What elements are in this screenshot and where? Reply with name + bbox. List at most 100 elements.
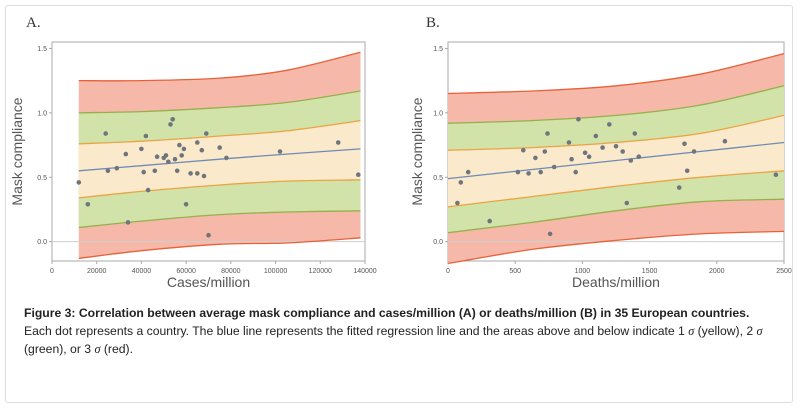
x-tick-label: 100000 — [264, 268, 287, 275]
x-tick-label: 20000 — [87, 268, 107, 275]
x-tick-label: 40000 — [132, 268, 152, 275]
data-point — [174, 168, 180, 174]
data-point — [103, 131, 108, 136]
x-tick-label: 0 — [50, 268, 54, 275]
data-point — [676, 185, 682, 190]
lower-1sigma-line — [447, 170, 785, 208]
lower-3sigma-line — [78, 237, 361, 260]
x-tick-label: 0 — [446, 268, 450, 275]
x-tick-label: 140000 — [353, 268, 376, 275]
x-axis-label: Cases/million — [167, 274, 250, 288]
data-point — [168, 122, 173, 127]
data-point — [76, 180, 82, 185]
caption-3sigma: (red). — [103, 342, 133, 356]
x-tick-label: 1000 — [575, 268, 591, 275]
data-point — [145, 187, 151, 193]
upper-3sigma-line — [78, 51, 361, 82]
data-point — [114, 165, 120, 171]
data-point — [636, 154, 642, 159]
data-point — [195, 140, 200, 145]
data-point — [152, 168, 158, 174]
data-point — [141, 169, 146, 175]
upper-2sigma-line — [78, 90, 361, 114]
upper-1sigma-line — [447, 114, 785, 151]
data-point — [335, 140, 341, 145]
y-tick-label: 0.0 — [37, 239, 47, 246]
data-point — [624, 200, 630, 206]
data-point — [521, 147, 526, 153]
y-tick-label: 0.5 — [433, 175, 443, 182]
data-point — [154, 154, 160, 159]
data-point — [538, 169, 543, 175]
data-point — [217, 145, 222, 150]
data-point — [277, 149, 283, 154]
data-point — [545, 131, 550, 136]
sigma-symbol: σ — [94, 342, 101, 356]
data-point — [199, 147, 205, 153]
x-tick-label: 2000 — [709, 268, 725, 275]
caption-2sigma: (green), or 3 — [24, 342, 92, 356]
data-point — [179, 153, 184, 158]
data-point — [722, 138, 728, 144]
regression-line — [447, 141, 785, 180]
data-point — [163, 153, 169, 158]
y-tick-label: 1.0 — [37, 110, 47, 117]
upper-2sigma-line — [447, 85, 785, 124]
data-point — [204, 131, 209, 136]
figure-card: A. 0 20000 40000 60000 80000 100000 120000 1400… — [5, 5, 793, 403]
y-tick-label: 0.5 — [37, 175, 47, 182]
caption-text-1: Each dot represents a country. The blue … — [24, 324, 685, 338]
data-point — [526, 171, 531, 176]
data-point — [632, 131, 638, 136]
y-axis-label: Mask compliance — [409, 97, 425, 205]
x-axis-label: Deaths/million — [572, 274, 660, 288]
data-point — [201, 173, 207, 179]
data-point — [206, 232, 211, 238]
x-tick-label: 2500 — [776, 268, 792, 275]
data-point — [515, 169, 521, 175]
data-point — [620, 149, 625, 154]
data-point — [177, 142, 182, 148]
data-point — [682, 141, 687, 147]
data-point — [139, 146, 144, 152]
data-point — [105, 168, 111, 174]
data-point — [773, 172, 779, 177]
caption-1sigma: (yellow), 2 — [697, 324, 754, 338]
data-point — [576, 117, 581, 122]
data-point — [607, 122, 612, 127]
lower-3sigma-line — [447, 230, 785, 265]
data-point — [628, 158, 634, 163]
data-point — [551, 164, 557, 170]
regression-line — [78, 148, 361, 172]
chart-b-deaths-vs-mask: 0 500 1000 1500 2000 2500 0.0 0.5 1.0 1.5 Deaths/m… — [409, 41, 792, 290]
data-point — [172, 156, 178, 162]
data-point — [170, 117, 175, 122]
data-point — [593, 133, 599, 139]
data-point — [458, 180, 464, 185]
data-point — [487, 218, 492, 224]
data-point — [125, 220, 131, 225]
data-point — [569, 156, 574, 162]
lower-1sigma-line — [78, 179, 361, 199]
y-tick-label: 1.0 — [433, 110, 443, 117]
data-point — [566, 140, 572, 145]
data-point — [181, 146, 187, 152]
data-point — [123, 151, 129, 157]
x-tick-label: 1500 — [642, 268, 658, 275]
figure-caption: Figure 3: Correlation between average ma… — [24, 304, 784, 358]
upper-3sigma-line — [447, 52, 785, 95]
data-point — [188, 171, 193, 176]
upper-1sigma-line — [78, 119, 361, 145]
panel-b: B. 0 500 1000 1500 2000 2500 0.0 0.5 1.0 1.5 Death… — [406, 6, 798, 290]
x-tick-label: 120000 — [309, 268, 332, 275]
data-point — [573, 169, 578, 175]
panel-a: A. 0 20000 40000 60000 80000 100000 120000 1400… — [6, 6, 398, 290]
data-point — [224, 155, 229, 161]
data-point — [600, 145, 605, 150]
sigma-symbol: σ — [688, 324, 695, 338]
data-point — [691, 149, 697, 154]
data-point — [542, 149, 548, 154]
data-point — [143, 133, 149, 139]
data-point — [533, 155, 538, 161]
x-tick-label: 80000 — [221, 268, 241, 275]
